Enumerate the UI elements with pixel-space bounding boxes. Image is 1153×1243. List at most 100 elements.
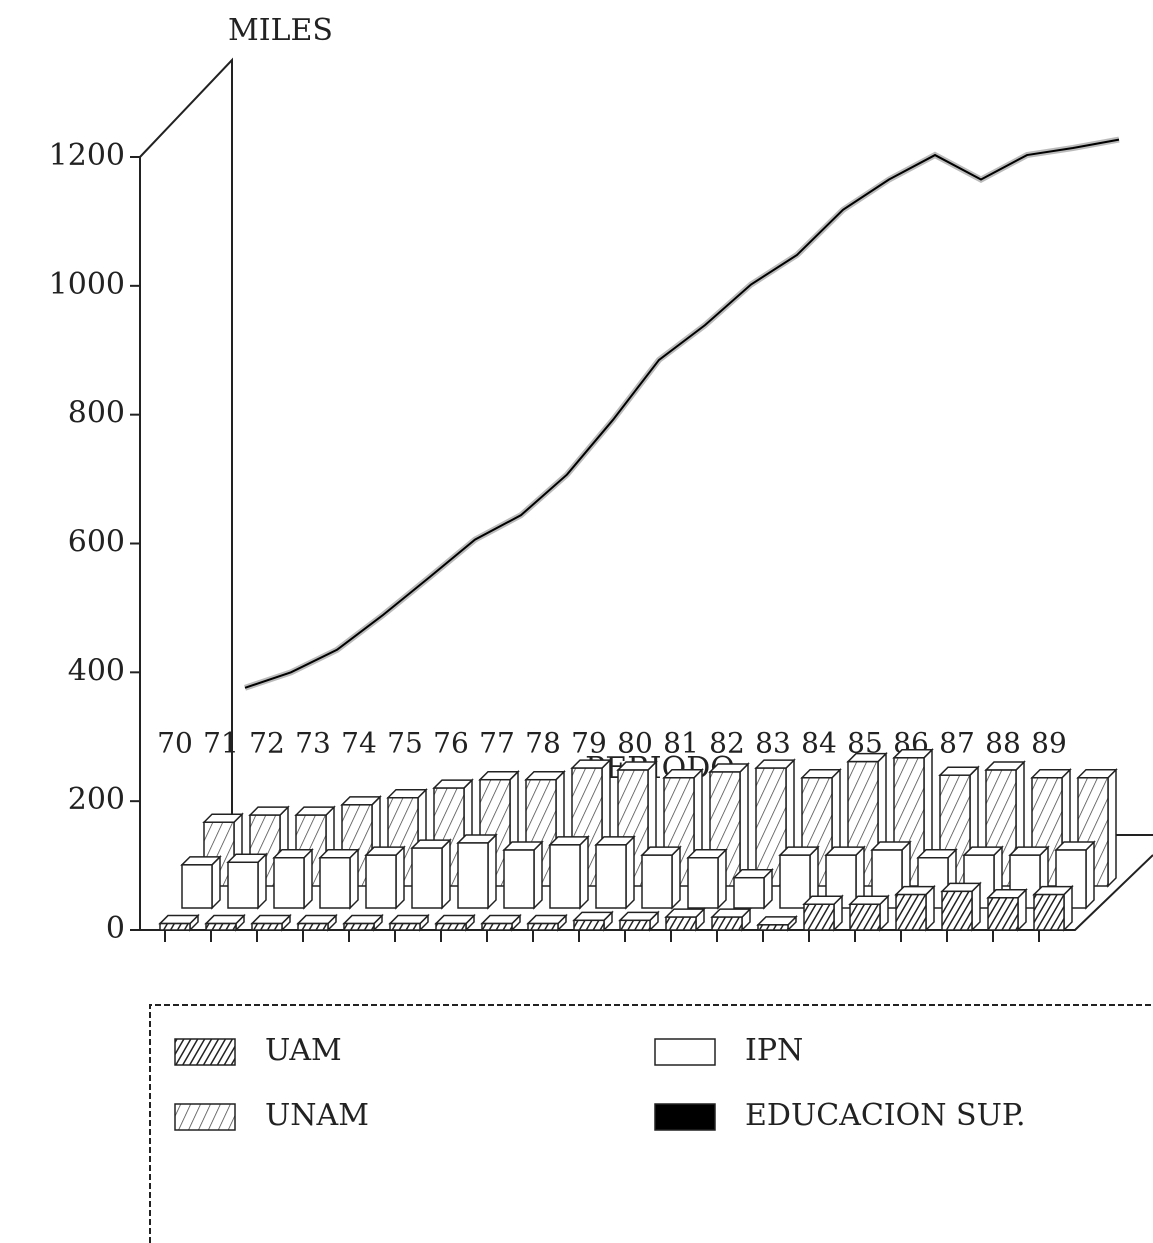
bar-front <box>711 916 743 931</box>
bar-front <box>803 903 835 931</box>
legend-swatch <box>654 1103 716 1131</box>
bar-front <box>595 844 627 909</box>
x-tick-label: 80 <box>617 727 653 760</box>
x-tick-label: 78 <box>525 727 561 760</box>
bar <box>686 847 728 910</box>
y-tick-label: 400 <box>68 653 125 688</box>
bar-front <box>941 890 973 931</box>
bar-front <box>365 854 397 909</box>
bar <box>364 845 406 910</box>
bar <box>572 910 614 932</box>
bar <box>226 852 268 910</box>
y-tick-label: 1000 <box>49 267 125 302</box>
bar <box>204 913 246 932</box>
bar-front <box>457 842 489 909</box>
bar <box>618 910 660 932</box>
x-tick-label: 77 <box>479 727 515 760</box>
bar-side <box>533 840 543 910</box>
bar-front <box>895 893 927 931</box>
bar-front <box>665 916 697 931</box>
x-tick-label: 73 <box>295 727 331 760</box>
x-tick-label: 74 <box>341 727 377 760</box>
x-tick-label: 84 <box>801 727 837 760</box>
bar-front <box>227 861 259 909</box>
x-tick-label: 75 <box>387 727 423 760</box>
bar-front <box>573 919 605 931</box>
bar-front <box>687 857 719 909</box>
bar <box>664 907 706 932</box>
bar <box>940 881 982 932</box>
bar-front <box>435 922 467 931</box>
bar <box>342 913 384 932</box>
bar <box>1032 884 1074 932</box>
bar <box>710 907 752 932</box>
bar-front <box>779 854 811 909</box>
bar-side <box>1107 767 1117 888</box>
bar <box>1054 840 1096 910</box>
bar <box>894 884 936 932</box>
bar <box>318 847 360 910</box>
bar <box>986 887 1028 932</box>
bar-side <box>257 852 267 910</box>
x-tick-label: 70 <box>157 727 193 760</box>
bar-front <box>389 922 421 931</box>
x-tick-label: 88 <box>985 727 1021 760</box>
bar <box>158 913 200 932</box>
bar-side <box>717 847 727 910</box>
bar <box>456 833 498 910</box>
x-tick-label: 79 <box>571 727 607 760</box>
bar <box>594 835 636 910</box>
y-tick-label: 0 <box>106 911 125 946</box>
y-tick-label: 600 <box>68 525 125 560</box>
bar-front <box>619 919 651 931</box>
y-tick-label: 1200 <box>49 138 125 173</box>
bar <box>180 855 222 910</box>
bar <box>756 915 798 932</box>
bar-front <box>319 857 351 909</box>
bar-front <box>159 922 191 931</box>
bar <box>848 894 890 932</box>
legend-label: UAM <box>265 1033 342 1068</box>
x-tick-label: 87 <box>939 727 975 760</box>
y-tick-label: 800 <box>68 396 125 431</box>
bar-front <box>549 844 581 909</box>
y-unit-title: MILES <box>228 13 333 48</box>
x-tick-label: 89 <box>1031 727 1067 760</box>
bar <box>272 847 314 910</box>
legend-label: EDUCACION SUP. <box>745 1098 1026 1133</box>
bar-front <box>343 922 375 931</box>
bar-side <box>349 847 359 910</box>
bar <box>296 913 338 932</box>
legend-label: IPN <box>745 1033 803 1068</box>
bar <box>802 894 844 932</box>
bar-front <box>503 849 535 909</box>
x-tick-label: 82 <box>709 727 745 760</box>
bar-side <box>625 835 635 910</box>
line-shadow <box>244 136 1120 691</box>
bar-front <box>849 903 881 931</box>
bar <box>480 913 522 932</box>
x-tick-label: 76 <box>433 727 469 760</box>
bar-front <box>757 924 789 931</box>
bar-side <box>1085 840 1095 910</box>
bar-front <box>251 922 283 931</box>
bar <box>388 913 430 932</box>
bar-side <box>487 833 497 910</box>
x-tick-label: 72 <box>249 727 285 760</box>
legend-box <box>149 1004 1153 1243</box>
bar <box>778 845 820 910</box>
y-tick-label: 200 <box>68 782 125 817</box>
bar <box>502 840 544 910</box>
legend-swatch <box>174 1103 236 1131</box>
bar-front <box>205 922 237 931</box>
bar-side <box>579 835 589 910</box>
bar-front <box>273 857 305 909</box>
legend-swatch <box>654 1038 716 1066</box>
bar-side <box>395 845 405 910</box>
bar <box>526 913 568 932</box>
bar-front <box>481 922 513 931</box>
x-tick-label: 71 <box>203 727 239 760</box>
bar-front <box>733 876 765 909</box>
bar-front <box>987 897 1019 931</box>
